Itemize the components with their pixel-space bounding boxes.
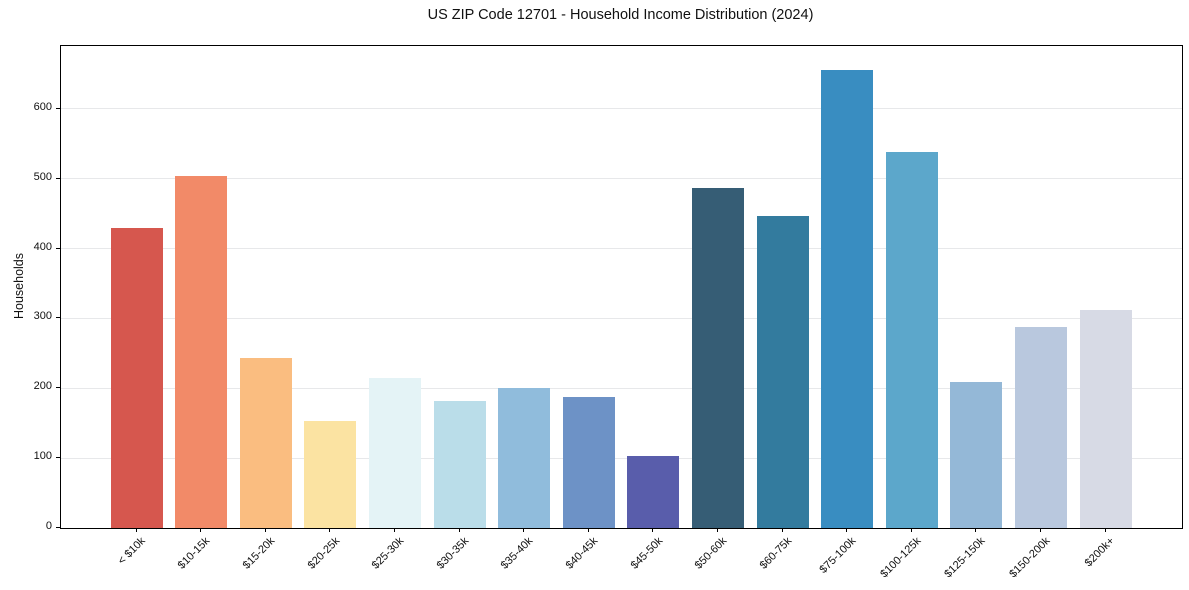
x-tick-mark xyxy=(458,528,460,532)
y-tick-mark xyxy=(56,247,60,249)
bar xyxy=(756,215,809,528)
x-tick-label-text: $45-50k xyxy=(628,535,665,572)
y-axis-label-text: Households xyxy=(12,252,26,320)
x-tick-mark xyxy=(393,528,395,532)
x-tick-mark xyxy=(1104,528,1106,532)
x-tick-label-text: $150-200k xyxy=(1007,535,1053,581)
bar xyxy=(498,387,551,528)
x-tick-label-text: $15-20k xyxy=(240,535,278,572)
gridline xyxy=(61,108,1182,110)
x-tick-label-text: $50-60k xyxy=(692,535,730,572)
plot-area xyxy=(60,45,1183,529)
y-tick-mark xyxy=(56,177,60,179)
x-tick-label-text: $25-30k xyxy=(369,535,407,572)
gridline xyxy=(61,178,1182,180)
x-tick-mark xyxy=(652,528,654,532)
y-tick-mark xyxy=(56,527,60,528)
bar xyxy=(433,400,486,528)
bar xyxy=(239,357,292,528)
y-tick-label: 500 xyxy=(33,170,52,183)
y-tick-mark xyxy=(56,387,60,389)
x-tick-mark xyxy=(846,528,848,532)
bar xyxy=(950,382,1003,528)
bar xyxy=(562,397,615,528)
bar xyxy=(691,187,744,528)
x-tick-mark xyxy=(587,528,589,532)
y-tick-mark xyxy=(56,107,60,109)
bar xyxy=(821,70,874,528)
x-tick-label-text: $75-100k xyxy=(817,535,859,576)
x-tick-mark xyxy=(523,528,525,532)
x-tick-label-text: $10-15k xyxy=(175,535,213,572)
x-tick-mark xyxy=(1039,528,1041,532)
bar xyxy=(110,227,163,528)
y-tick-label: 0 xyxy=(45,520,52,532)
bar xyxy=(368,377,421,528)
gridline xyxy=(61,248,1182,250)
bar xyxy=(885,152,938,528)
bar xyxy=(627,456,680,528)
y-tick-label: 200 xyxy=(33,380,52,393)
y-tick-label: 100 xyxy=(33,450,52,463)
x-tick-label-text: $30-35k xyxy=(434,535,471,572)
x-tick-mark xyxy=(135,528,137,532)
gridline xyxy=(61,457,1182,459)
x-tick-label-text: $200k+ xyxy=(1082,535,1117,570)
x-tick-mark xyxy=(910,528,912,532)
x-tick-mark xyxy=(329,528,331,532)
x-tick-label-text: $40-45k xyxy=(563,535,601,572)
x-tick-label-text: $60-75k xyxy=(757,535,794,572)
bar xyxy=(175,175,228,528)
x-tick-label-text: $35-40k xyxy=(498,535,536,572)
gridline xyxy=(61,317,1182,319)
x-tick-mark xyxy=(975,528,977,532)
bar xyxy=(1079,310,1132,528)
x-tick-label-text: < $10k xyxy=(115,535,148,568)
chart-title: US ZIP Code 12701 - Household Income Dis… xyxy=(427,7,814,23)
x-tick-mark xyxy=(200,528,202,532)
x-tick-mark xyxy=(264,528,266,532)
x-tick-mark xyxy=(716,528,718,532)
y-tick-mark xyxy=(56,457,60,459)
x-tick-mark xyxy=(781,528,783,532)
gridline xyxy=(61,387,1182,389)
x-tick-label-text: $100-125k xyxy=(877,535,924,581)
y-tick-label: 400 xyxy=(33,240,52,253)
y-tick-label: 600 xyxy=(33,100,52,113)
y-tick-mark xyxy=(56,317,60,319)
bar xyxy=(1014,326,1067,528)
y-tick-label: 300 xyxy=(33,310,52,323)
x-tick-label-text: $125-150k xyxy=(942,535,988,581)
x-tick-label-text: $20-25k xyxy=(305,535,342,572)
bar xyxy=(304,421,357,528)
